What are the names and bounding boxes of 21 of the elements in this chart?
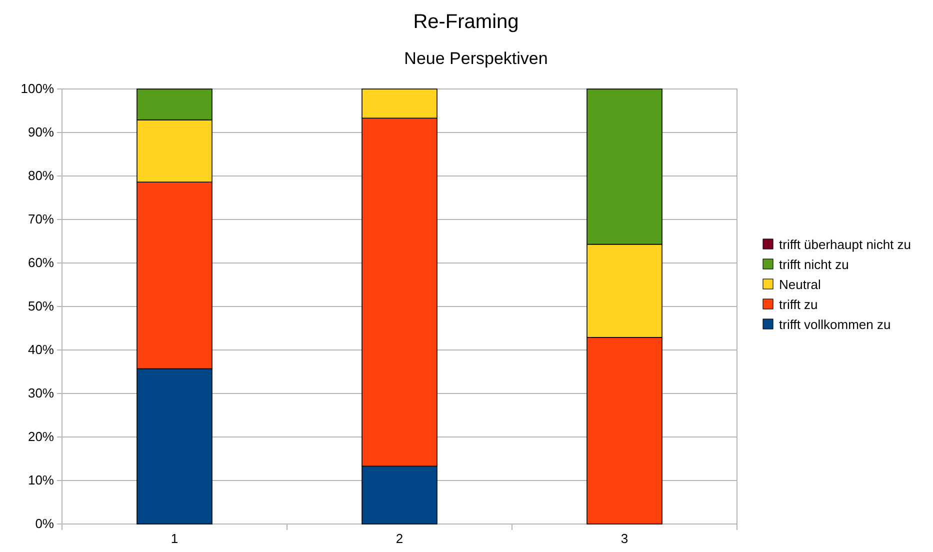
- y-tick-label: 40%: [28, 342, 54, 358]
- y-tick-label: 0%: [35, 516, 54, 532]
- x-tick-label: 2: [396, 531, 404, 546]
- x-tick-label: 1: [170, 531, 178, 546]
- legend-label: trifft überhaupt nicht zu: [779, 237, 912, 252]
- x-tick-label: 3: [620, 531, 628, 546]
- legend-label: trifft zu: [779, 297, 818, 312]
- y-tick-label: 80%: [28, 168, 54, 184]
- chart-subtitle: Neue Perspektiven: [404, 49, 548, 68]
- y-tick-label: 10%: [28, 472, 54, 488]
- y-tick-label: 100%: [20, 81, 54, 96]
- y-tick-label: 60%: [28, 255, 54, 270]
- legend-label: trifft vollkommen zu: [779, 317, 891, 332]
- chart-title: Re-Framing: [413, 11, 519, 33]
- y-tick-label: 20%: [28, 429, 54, 444]
- y-tick-label: 50%: [28, 298, 54, 314]
- y-tick-label: 30%: [28, 386, 54, 401]
- legend-label: Neutral: [779, 277, 822, 292]
- y-tick-label: 90%: [28, 124, 54, 140]
- y-tick-label: 70%: [28, 212, 54, 227]
- legend-label: trifft nicht zu: [779, 257, 849, 272]
